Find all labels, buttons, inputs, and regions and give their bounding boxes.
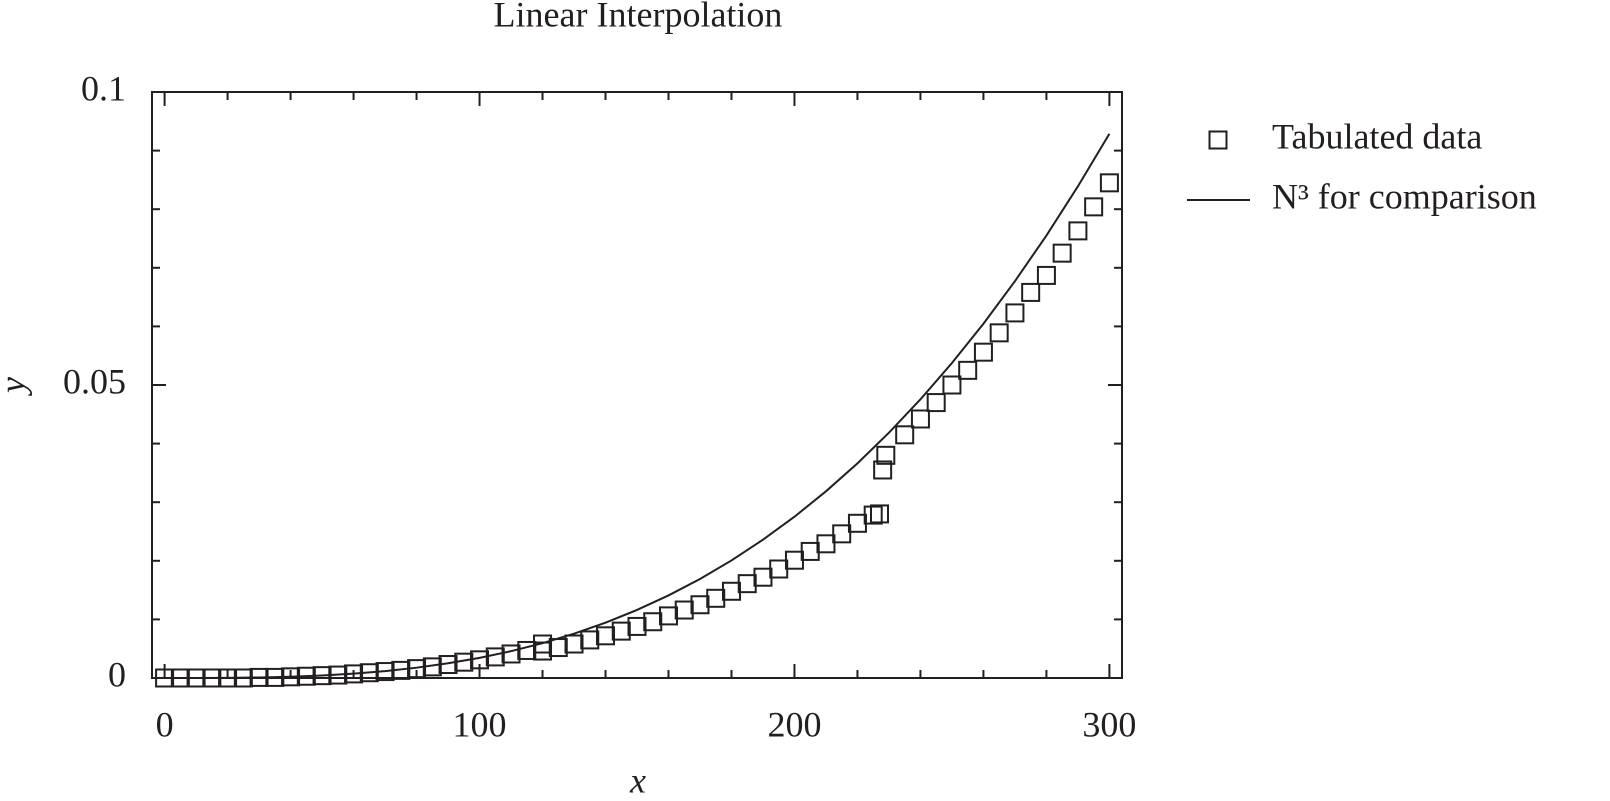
data-point xyxy=(910,409,930,429)
data-point xyxy=(876,445,896,465)
y-tick-label: 0.1 xyxy=(81,68,126,108)
data-point xyxy=(895,425,915,445)
data-line xyxy=(164,133,1111,679)
data-point xyxy=(769,559,789,579)
x-axis-label: x xyxy=(629,760,646,800)
data-point xyxy=(816,534,836,554)
data-point xyxy=(643,612,663,632)
data-point xyxy=(501,644,521,664)
data-point xyxy=(564,634,584,654)
data-point xyxy=(1084,197,1104,217)
data-point xyxy=(973,342,993,362)
data-point xyxy=(674,600,694,620)
legend-marker xyxy=(1208,130,1228,150)
data-point xyxy=(870,504,889,524)
x-tick-label: 100 xyxy=(453,704,507,744)
y-tick-label: 0 xyxy=(108,654,126,694)
legend-label: Tabulated data xyxy=(1272,116,1482,156)
data-point xyxy=(753,567,773,587)
data-point xyxy=(832,524,852,544)
data-point xyxy=(548,638,568,658)
data-point xyxy=(847,513,867,533)
chart-title: Linear Interpolation xyxy=(494,0,783,34)
data-point xyxy=(596,626,616,646)
data-point xyxy=(784,550,804,570)
data-point xyxy=(958,360,978,380)
legend-label: N³ for comparison xyxy=(1272,176,1537,216)
data-point xyxy=(1021,282,1041,302)
data-point xyxy=(611,621,631,641)
data-point xyxy=(737,574,757,594)
y-tick-label: 0.05 xyxy=(63,361,126,401)
data-point xyxy=(863,505,883,525)
data-point xyxy=(873,460,893,480)
data-point xyxy=(627,616,647,636)
data-point xyxy=(942,375,962,395)
data-point xyxy=(658,606,678,626)
data-point xyxy=(800,541,820,561)
y-axis-label: y xyxy=(0,377,32,396)
data-point xyxy=(1068,221,1088,241)
data-point xyxy=(485,647,505,667)
x-tick-label: 200 xyxy=(767,704,821,744)
plot-frame xyxy=(151,91,1123,679)
data-point xyxy=(926,393,946,413)
data-point xyxy=(1099,173,1119,193)
data-point xyxy=(1036,265,1056,285)
x-tick-label: 0 xyxy=(156,704,174,744)
data-point xyxy=(580,630,600,650)
x-tick-label: 300 xyxy=(1082,704,1136,744)
data-point xyxy=(989,323,1009,343)
data-point xyxy=(690,595,710,615)
data-point xyxy=(706,588,726,608)
data-point xyxy=(1005,303,1025,323)
data-point xyxy=(517,640,537,660)
data-point xyxy=(1052,243,1072,263)
data-point xyxy=(721,581,741,601)
